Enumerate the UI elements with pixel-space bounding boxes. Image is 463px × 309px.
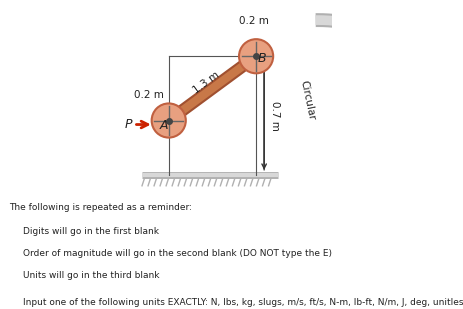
Text: P: P [125,118,132,131]
Text: 0.7 m: 0.7 m [269,100,280,130]
Text: 1.3 m: 1.3 m [191,70,221,95]
Text: Digits will go in the first blank: Digits will go in the first blank [23,227,159,236]
Text: 0.2 m: 0.2 m [133,91,163,100]
Text: 0.2 m: 0.2 m [238,16,269,26]
Text: Units will go in the third blank: Units will go in the third blank [23,271,159,280]
Text: Circular: Circular [298,79,316,121]
Text: A: A [159,119,168,132]
Text: B: B [257,52,266,65]
Circle shape [151,104,185,138]
Text: The following is repeated as a reminder:: The following is repeated as a reminder: [9,203,192,212]
Circle shape [238,39,273,73]
Text: Input one of the following units EXACTLY: N, lbs, kg, slugs, m/s, ft/s, N-m, lb-: Input one of the following units EXACTLY… [23,298,463,307]
Text: Order of magnitude will go in the second blank (DO NOT type the E): Order of magnitude will go in the second… [23,249,332,258]
